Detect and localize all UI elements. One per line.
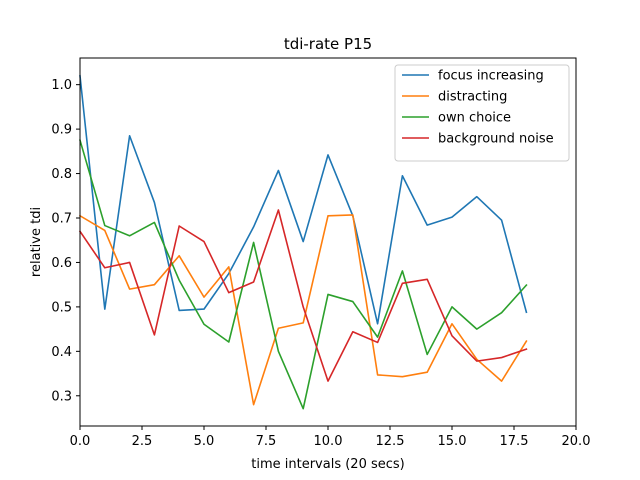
x-tick-label: 7.5 — [256, 434, 277, 449]
series-layer — [78, 74, 528, 410]
legend-label-3: background noise — [438, 132, 554, 147]
y-axis: 0.3 0.4 0.5 0.6 0.7 0.8 0.9 1.0 — [51, 78, 80, 404]
x-tick-label: 2.5 — [132, 434, 153, 449]
y-tick-label: 0.3 — [51, 389, 72, 404]
y-axis-label: relative tdi — [29, 207, 44, 277]
y-tick-label: 1.0 — [51, 78, 72, 93]
legend-label-1: distracting — [438, 90, 507, 105]
y-tick-label: 0.4 — [51, 345, 72, 360]
y-tick-label: 0.8 — [51, 167, 72, 182]
legend-box — [394, 64, 570, 162]
legend-label-0: focus increasing — [438, 69, 544, 84]
y-tick-label: 0.9 — [51, 123, 72, 138]
x-tick-label: 0.0 — [70, 434, 91, 449]
x-tick-label: 12.5 — [376, 434, 405, 449]
y-tick-label: 0.7 — [51, 212, 72, 227]
legend-label-2: own choice — [438, 111, 511, 126]
chart-title: tdi-rate P15 — [284, 35, 372, 53]
x-tick-label: 5.0 — [194, 434, 215, 449]
x-tick-label: 17.5 — [500, 434, 529, 449]
y-tick-label: 0.6 — [51, 256, 72, 271]
legend: focus increasing distracting own choice bac… — [394, 64, 570, 162]
x-axis-label: time intervals (20 secs) — [251, 457, 404, 472]
series-line-1 — [78, 214, 528, 406]
x-tick-label: 20.0 — [562, 434, 591, 449]
x-axis: 0.0 2.5 5.0 7.5 10.0 12.5 15.0 17.5 20.0 — [70, 426, 591, 449]
y-tick-label: 0.5 — [51, 300, 72, 315]
x-tick-label: 10.0 — [314, 434, 343, 449]
x-tick-label: 15.0 — [438, 434, 467, 449]
series-line-2 — [79, 139, 528, 410]
series-line-3 — [78, 209, 528, 382]
plot-frame — [79, 57, 577, 427]
series-line-0 — [79, 74, 528, 325]
